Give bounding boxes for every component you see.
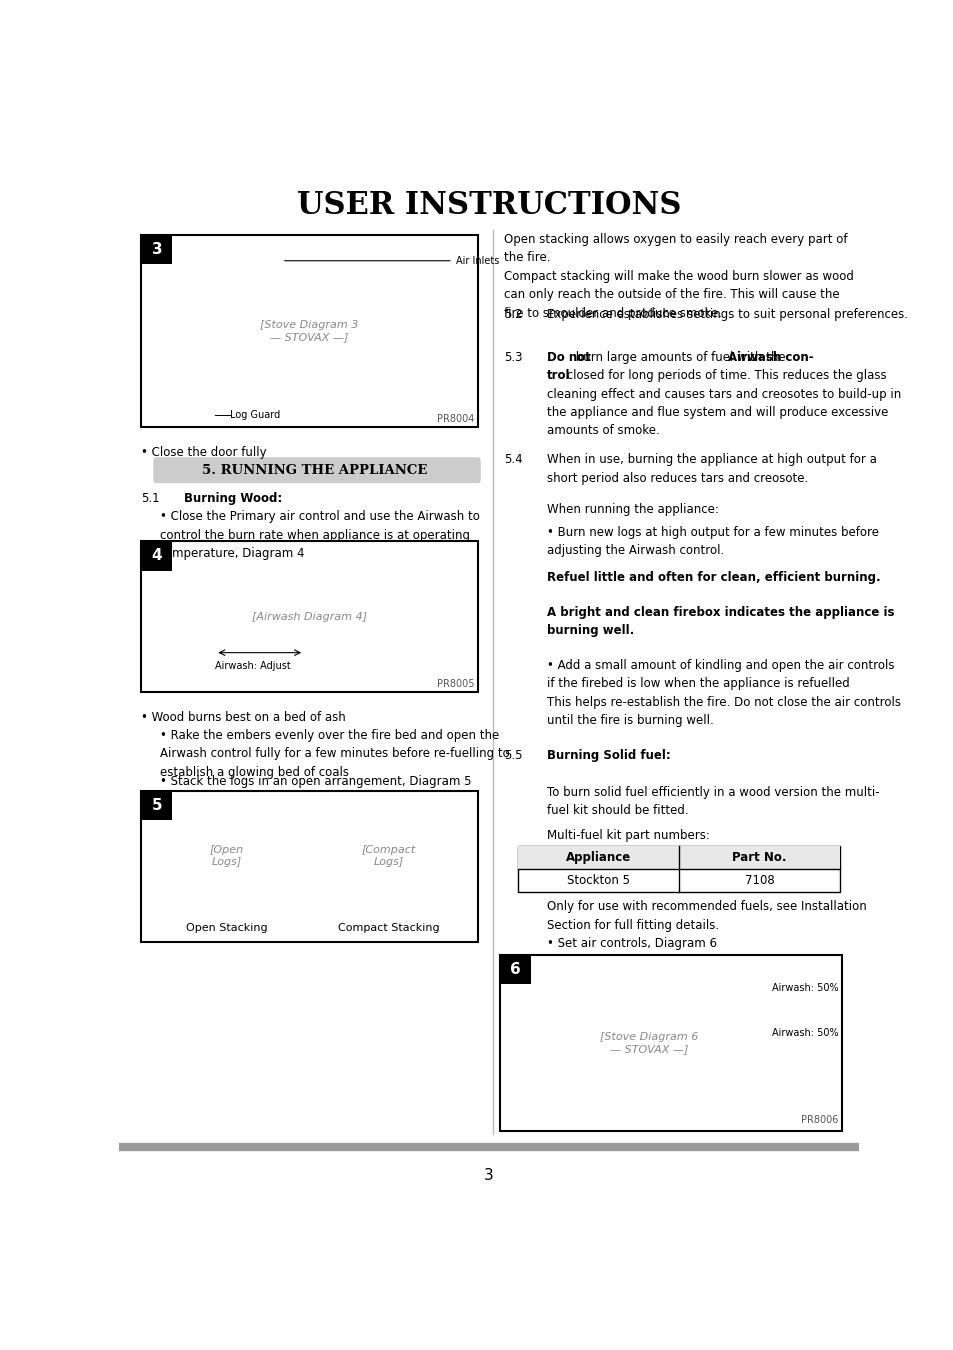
Text: • Add a small amount of kindling and open the air controls
if the firebed is low: • Add a small amount of kindling and ope… — [546, 659, 900, 728]
Text: closed for long periods of time. This reduces the glass: closed for long periods of time. This re… — [563, 370, 886, 382]
Bar — [499, 956, 531, 984]
Text: the appliance and flue system and will produce excessive: the appliance and flue system and will p… — [546, 406, 887, 418]
Text: PR8004: PR8004 — [436, 413, 474, 424]
Text: 5.3: 5.3 — [503, 351, 521, 364]
Text: Multi-fuel kit part numbers:: Multi-fuel kit part numbers: — [546, 829, 709, 842]
Text: Part No.: Part No. — [732, 850, 786, 864]
Text: [Compact
Logs]: [Compact Logs] — [361, 845, 416, 867]
Text: • Close the door fully: • Close the door fully — [141, 446, 267, 459]
Text: Airwash con-: Airwash con- — [727, 351, 813, 364]
Text: Experience establishes settings to suit personal preferences.: Experience establishes settings to suit … — [546, 308, 906, 320]
Bar — [518, 846, 840, 892]
Text: Burning Solid fuel:: Burning Solid fuel: — [546, 749, 670, 763]
Text: • Set air controls, Diagram 6: • Set air controls, Diagram 6 — [546, 937, 716, 950]
FancyBboxPatch shape — [153, 458, 480, 483]
Text: • Burn new logs at high output for a few minutes before
adjusting the Airwash co: • Burn new logs at high output for a few… — [546, 525, 878, 558]
Text: Open Stacking: Open Stacking — [186, 923, 267, 933]
Text: • Close the Primary air control and use the Airwash to
control the burn rate whe: • Close the Primary air control and use … — [160, 510, 479, 560]
Text: 5: 5 — [152, 798, 162, 813]
Text: • Rake the embers evenly over the fire bed and open the
Airwash control fully fo: • Rake the embers evenly over the fire b… — [160, 729, 509, 779]
Text: amounts of smoke.: amounts of smoke. — [546, 424, 659, 437]
Text: cleaning effect and causes tars and creosotes to build-up in: cleaning effect and causes tars and creo… — [546, 387, 900, 401]
Text: Airwash: 50%: Airwash: 50% — [771, 983, 838, 994]
Bar — [141, 791, 477, 942]
Text: 6: 6 — [510, 963, 520, 977]
Text: PR8005: PR8005 — [436, 679, 474, 688]
Text: 4: 4 — [152, 548, 162, 563]
Text: 5. RUNNING THE APPLIANCE: 5. RUNNING THE APPLIANCE — [202, 463, 427, 477]
Text: • Wood burns best on a bed of ash: • Wood burns best on a bed of ash — [141, 711, 346, 724]
Text: Only for use with recommended fuels, see Installation
Section for full fitting d: Only for use with recommended fuels, see… — [546, 900, 865, 931]
Text: Burning Wood:: Burning Wood: — [184, 491, 282, 505]
Text: [Stove Diagram 3
— STOVAX —]: [Stove Diagram 3 — STOVAX —] — [260, 320, 358, 342]
Text: 7108: 7108 — [744, 873, 774, 887]
Text: Do not: Do not — [546, 351, 590, 364]
Text: When in use, burning the appliance at high output for a
short period also reduce: When in use, burning the appliance at hi… — [546, 454, 876, 485]
Text: 5.5: 5.5 — [503, 749, 521, 763]
Text: Stockton 5: Stockton 5 — [567, 873, 630, 887]
Text: A bright and clean firebox indicates the appliance is
burning well.: A bright and clean firebox indicates the… — [546, 606, 893, 637]
Bar — [141, 541, 172, 571]
Text: Air Inlets: Air Inlets — [284, 255, 498, 266]
Bar — [141, 791, 172, 819]
Text: Refuel little and often for clean, efficient burning.: Refuel little and often for clean, effic… — [546, 571, 880, 583]
Bar — [141, 541, 477, 693]
Text: burn large amounts of fuel with the: burn large amounts of fuel with the — [571, 351, 788, 364]
Text: [Airwash Diagram 4]: [Airwash Diagram 4] — [252, 612, 367, 622]
Text: Log Guard: Log Guard — [230, 409, 280, 420]
Text: USER INSTRUCTIONS: USER INSTRUCTIONS — [296, 190, 680, 221]
Text: 3: 3 — [483, 1168, 494, 1183]
Text: When running the appliance:: When running the appliance: — [546, 504, 718, 516]
Text: Compact Stacking: Compact Stacking — [338, 923, 439, 933]
Text: Airwash: Adjust: Airwash: Adjust — [215, 662, 291, 671]
Text: Airwash: 50%: Airwash: 50% — [771, 1029, 838, 1038]
Text: [Stove Diagram 6
— STOVAX —]: [Stove Diagram 6 — STOVAX —] — [599, 1033, 698, 1054]
Text: 5.4: 5.4 — [503, 454, 522, 466]
Text: • Stack the logs in an open arrangement, Diagram 5: • Stack the logs in an open arrangement,… — [160, 775, 471, 788]
Text: Appliance: Appliance — [566, 850, 631, 864]
Text: 5.2: 5.2 — [503, 308, 522, 320]
Bar — [141, 235, 172, 263]
Text: PR8006: PR8006 — [801, 1115, 838, 1126]
Bar — [518, 846, 840, 869]
Text: 3: 3 — [152, 242, 162, 256]
Text: To burn solid fuel efficiently in a wood version the multi-
fuel kit should be f: To burn solid fuel efficiently in a wood… — [546, 786, 879, 817]
Text: trol: trol — [546, 370, 570, 382]
Text: 5.1: 5.1 — [141, 491, 160, 505]
Bar — [141, 235, 477, 427]
Bar — [499, 956, 841, 1131]
Text: [Open
Logs]: [Open Logs] — [209, 845, 243, 867]
Text: Open stacking allows oxygen to easily reach every part of
the fire.
Compact stac: Open stacking allows oxygen to easily re… — [503, 232, 853, 320]
